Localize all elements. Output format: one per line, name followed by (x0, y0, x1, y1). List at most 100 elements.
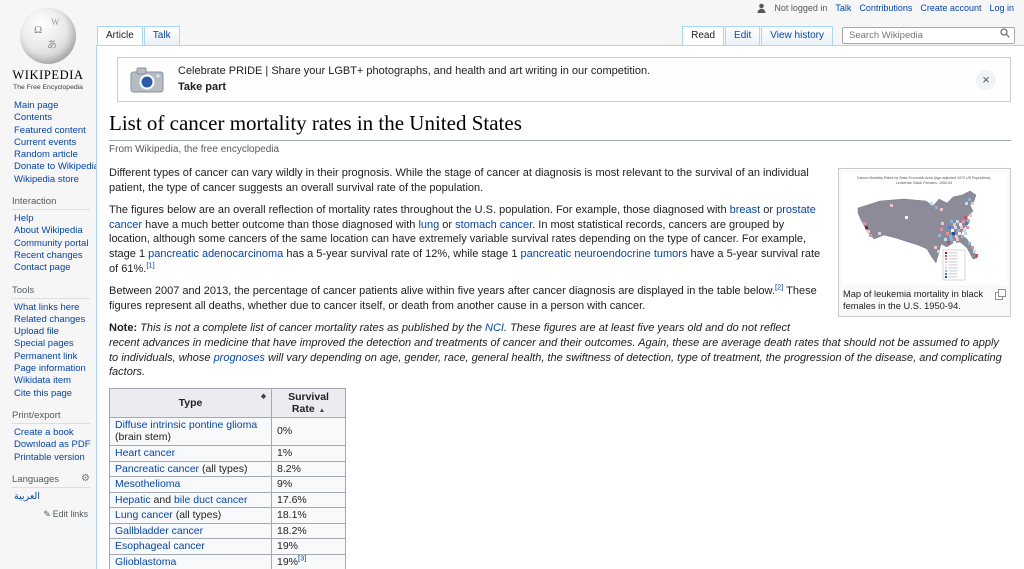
sidebar-item-donate[interactable]: Donate to Wikipedia (14, 161, 100, 173)
lung-cancer-link[interactable]: lung (418, 218, 440, 231)
sidebar-item-create-a-book[interactable]: Create a book (14, 426, 74, 438)
cancer-type-link-2[interactable]: bile duct cancer (173, 493, 248, 506)
sidebar-item-recent-changes[interactable]: Recent changes (14, 249, 83, 261)
article-content: Celebrate PRIDE | Share your LGBT+ photo… (96, 45, 1024, 569)
cancer-type-link[interactable]: Mesothelioma (115, 478, 181, 491)
tab-article[interactable]: Article (97, 26, 143, 45)
stomach-cancer-link[interactable]: stomach cancer (455, 218, 533, 231)
logo-tagline: The Free Encyclopedia (13, 84, 83, 91)
cancer-type-text: and (150, 493, 174, 506)
column-header-type[interactable]: Type ◆ (109, 387, 272, 418)
table-header-row: Type ◆ Survival Rate ▲ (109, 387, 347, 418)
sort-ascending-icon: ▲ (318, 406, 326, 414)
note-label: Note: (109, 322, 138, 335)
pancreatic-adenocarcinoma-link[interactable]: pancreatic adenocarcinoma (148, 247, 284, 260)
table-row: Mesothelioma 9% (109, 476, 347, 493)
survival-rate-cell: 18.2% (270, 522, 347, 540)
cancer-type-link[interactable]: Pancreatic cancer (115, 462, 200, 475)
sidebar-heading-print-export: Print/export (12, 410, 90, 424)
map-legend (942, 249, 966, 281)
sidebar-item-download-as-pdf[interactable]: Download as PDF (14, 439, 91, 451)
cancer-type-link[interactable]: Hepatic (115, 493, 151, 506)
leukemia-mortality-map-image[interactable]: Cancer Mortality Rates by State Economic… (842, 172, 1007, 285)
sidebar-item-current-events[interactable]: Current events (14, 136, 77, 148)
column-header-survival-rate[interactable]: Survival Rate ▲ (270, 387, 347, 418)
sidebar-item-about-wikipedia[interactable]: About Wikipedia (14, 225, 83, 237)
survival-rate-cell: 0% (270, 416, 347, 446)
search-icon[interactable] (1000, 28, 1010, 38)
sidebar-item-arabic[interactable]: العربية (14, 490, 40, 502)
map-data-patches (863, 198, 978, 257)
enlarge-icon[interactable] (995, 289, 1006, 300)
nci-link[interactable]: NCI (485, 322, 504, 335)
sidebar-item-community-portal[interactable]: Community portal (14, 237, 89, 249)
reference-2-link[interactable]: [2] (774, 282, 784, 292)
cancer-type-link[interactable]: Gallbladder cancer (115, 524, 204, 537)
page-title: List of cancer mortality rates in the Un… (109, 111, 1011, 141)
mortality-table-body: Diffuse intrinsic pontine glioma (brain … (109, 416, 347, 569)
close-icon[interactable]: × (976, 70, 996, 90)
sidebar-item-special-pages[interactable]: Special pages (14, 338, 74, 350)
search-input[interactable] (842, 27, 1015, 44)
create-account-link[interactable]: Create account (920, 3, 982, 13)
wikipedia-logo[interactable]: Ω W あ WIKIPEDIA The Free Encyclopedia (0, 8, 96, 91)
tab-talk[interactable]: Talk (143, 26, 180, 45)
sidebar-item-wikidata-item[interactable]: Wikidata item (14, 375, 72, 387)
sidebar-item-what-links-here[interactable]: What links here (14, 301, 80, 313)
sidebar-item-upload-file[interactable]: Upload file (14, 326, 59, 338)
sidebar-item-help[interactable]: Help (14, 213, 34, 225)
view-tabs: Read Edit View history (682, 26, 834, 45)
page-tabs: Article Talk (97, 26, 181, 45)
cancer-type-link[interactable]: Diffuse intrinsic pontine glioma (115, 418, 258, 431)
sidebar-item-related-changes[interactable]: Related changes (14, 313, 86, 325)
sidebar-item-contact-page[interactable]: Contact page (14, 262, 71, 274)
gear-icon[interactable]: ⚙ (81, 473, 90, 485)
cancer-type-text: (all types) (172, 509, 222, 522)
tab-edit[interactable]: Edit (725, 26, 761, 45)
sidebar-item-cite-this-page[interactable]: Cite this page (14, 387, 73, 399)
contributions-link[interactable]: Contributions (859, 3, 913, 13)
table-row: Glioblastoma 19%[3] (109, 553, 347, 569)
sidebar-item-page-information[interactable]: Page information (14, 363, 86, 375)
reference-link[interactable]: [3] (298, 553, 307, 563)
sidebar-item-wikipedia-store[interactable]: Wikipedia store (14, 173, 79, 185)
login-status: Not logged in (774, 3, 828, 13)
tab-view-history-label: View history (770, 30, 824, 41)
caption-text: Map of leukemia mortality in black femal… (843, 289, 984, 311)
table-row: Hepatic and bile duct cancer 17.6% (109, 491, 347, 509)
prognoses-link[interactable]: prognoses (213, 351, 265, 364)
sidebar-interaction-nav: Help About Wikipedia Community portal Re… (0, 212, 96, 278)
cancer-type-cell: Pancreatic cancer (all types) (109, 460, 272, 478)
sidebar-item-contents[interactable]: Contents (14, 112, 53, 124)
tab-view-history[interactable]: View history (761, 26, 833, 45)
reference-1-link[interactable]: [1] (146, 259, 155, 269)
tab-article-label: Article (106, 30, 134, 41)
log-in-link[interactable]: Log in (989, 3, 1014, 13)
cancer-type-link[interactable]: Glioblastoma (115, 556, 177, 569)
pancreatic-neuroendocrine-tumors-link[interactable]: pancreatic neuroendocrine tumors (520, 247, 688, 260)
survival-rate-value: 9% (277, 478, 293, 491)
paragraph-text: . These figures are at least five years … (109, 322, 999, 364)
tab-read[interactable]: Read (682, 26, 725, 45)
cancer-type-link[interactable]: Esophageal cancer (115, 540, 205, 553)
table-row: Diffuse intrinsic pontine glioma (brain … (109, 416, 347, 446)
prostate-cancer-link[interactable]: prostate cancer (109, 204, 816, 231)
sidebar-item-random-article[interactable]: Random article (14, 149, 78, 161)
sidebar-item-printable-version[interactable]: Printable version (14, 451, 85, 463)
survival-rate-cell: 9% (270, 476, 347, 493)
sidebar-item-permanent-link[interactable]: Permanent link (14, 350, 78, 362)
sidebar-tools-nav: What links here Related changes Upload f… (0, 301, 96, 404)
sidebar-item-featured-content[interactable]: Featured content (14, 124, 86, 136)
personal-talk-link[interactable]: Talk (835, 3, 852, 13)
thumbnail-caption: Map of leukemia mortality in black femal… (842, 285, 1007, 313)
paragraph-text: or (760, 204, 777, 217)
cancer-type-link[interactable]: Heart cancer (115, 446, 176, 459)
take-part-link[interactable]: Take part (178, 80, 227, 93)
sidebar-item-main-page[interactable]: Main page (14, 100, 59, 111)
survival-rate-value: 19% (277, 556, 299, 569)
site-subtitle: From Wikipedia, the free encyclopedia (109, 144, 280, 155)
cancer-type-link[interactable]: Lung cancer (115, 509, 173, 522)
paragraph-text: have a much better outcome than those di… (142, 218, 419, 231)
edit-links-link[interactable]: Edit links (52, 509, 88, 520)
breast-cancer-link[interactable]: breast (729, 204, 761, 217)
